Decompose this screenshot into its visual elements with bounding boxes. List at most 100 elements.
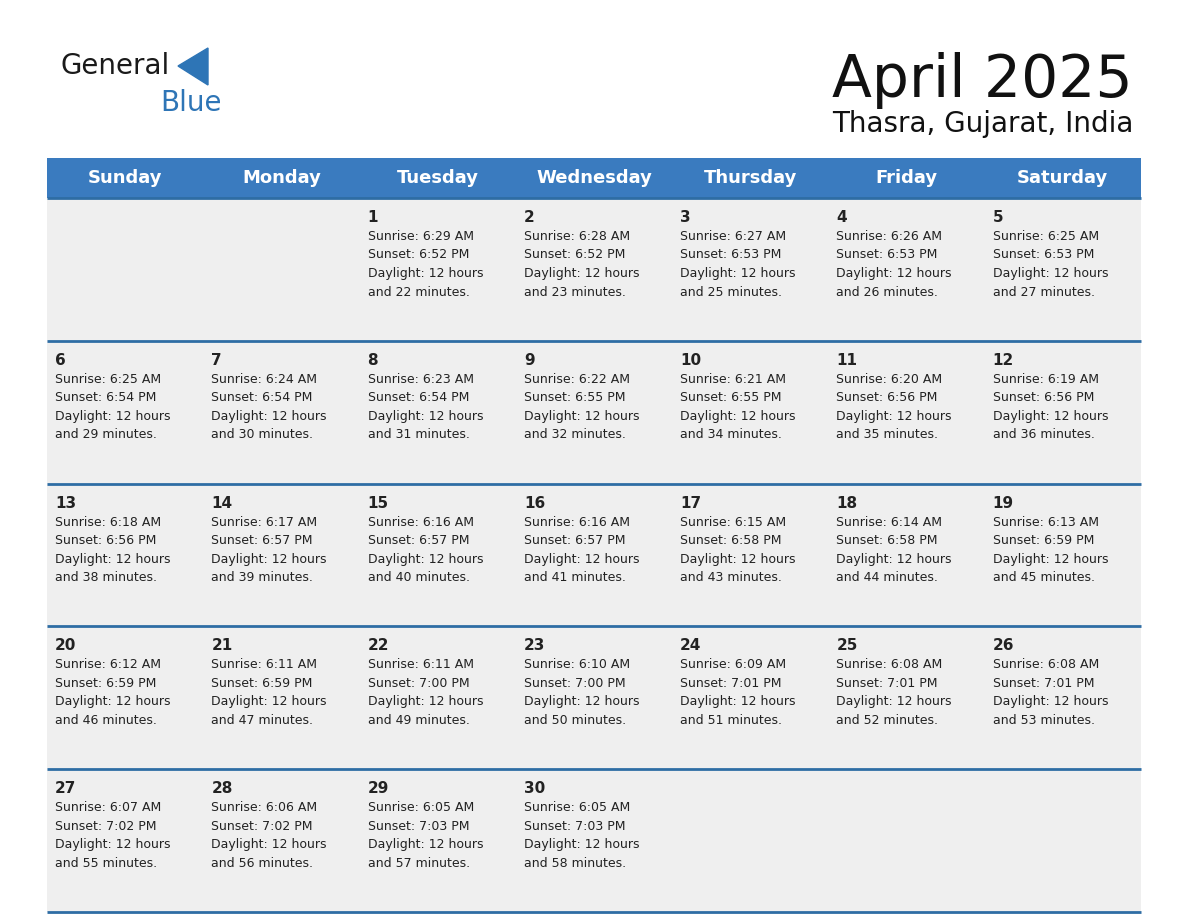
Text: Daylight: 12 hours: Daylight: 12 hours: [524, 409, 639, 423]
Bar: [828, 341, 985, 484]
Text: and 32 minutes.: and 32 minutes.: [524, 429, 626, 442]
Text: 19: 19: [993, 496, 1013, 510]
Text: Sunrise: 6:08 AM: Sunrise: 6:08 AM: [836, 658, 943, 671]
Bar: [516, 769, 672, 912]
Bar: [672, 341, 828, 484]
Text: Daylight: 12 hours: Daylight: 12 hours: [524, 696, 639, 709]
Text: 23: 23: [524, 638, 545, 654]
Text: and 36 minutes.: and 36 minutes.: [993, 429, 1094, 442]
Text: Sunset: 7:02 PM: Sunset: 7:02 PM: [211, 820, 312, 833]
Text: and 49 minutes.: and 49 minutes.: [367, 714, 469, 727]
Text: Sunrise: 6:23 AM: Sunrise: 6:23 AM: [367, 373, 474, 386]
Text: Sunrise: 6:15 AM: Sunrise: 6:15 AM: [681, 516, 786, 529]
Text: Daylight: 12 hours: Daylight: 12 hours: [681, 553, 796, 565]
Text: 7: 7: [211, 353, 222, 368]
Bar: [516, 158, 672, 198]
Text: Sunset: 6:56 PM: Sunset: 6:56 PM: [55, 534, 157, 547]
Text: Sunset: 6:57 PM: Sunset: 6:57 PM: [211, 534, 312, 547]
Bar: [203, 626, 360, 769]
Text: 11: 11: [836, 353, 858, 368]
Text: 8: 8: [367, 353, 378, 368]
Text: and 23 minutes.: and 23 minutes.: [524, 285, 626, 298]
Bar: [985, 626, 1140, 769]
Text: Sunrise: 6:16 AM: Sunrise: 6:16 AM: [367, 516, 474, 529]
Text: Daylight: 12 hours: Daylight: 12 hours: [211, 553, 327, 565]
Text: 18: 18: [836, 496, 858, 510]
Text: Sunset: 6:57 PM: Sunset: 6:57 PM: [524, 534, 625, 547]
Text: 17: 17: [681, 496, 701, 510]
Text: Sunrise: 6:11 AM: Sunrise: 6:11 AM: [367, 658, 474, 671]
Text: Daylight: 12 hours: Daylight: 12 hours: [367, 553, 484, 565]
Text: Friday: Friday: [876, 169, 937, 187]
Text: Sunrise: 6:28 AM: Sunrise: 6:28 AM: [524, 230, 630, 243]
Text: 27: 27: [55, 781, 76, 796]
Bar: [985, 158, 1140, 198]
Bar: [48, 626, 203, 769]
Text: 2: 2: [524, 210, 535, 225]
Text: 9: 9: [524, 353, 535, 368]
Bar: [360, 484, 516, 626]
Text: Sunset: 7:03 PM: Sunset: 7:03 PM: [524, 820, 625, 833]
Text: Sunrise: 6:20 AM: Sunrise: 6:20 AM: [836, 373, 942, 386]
Text: Daylight: 12 hours: Daylight: 12 hours: [367, 838, 484, 851]
Text: and 56 minutes.: and 56 minutes.: [211, 856, 314, 869]
Text: Sunset: 7:00 PM: Sunset: 7:00 PM: [524, 677, 626, 690]
Text: Sunrise: 6:25 AM: Sunrise: 6:25 AM: [55, 373, 162, 386]
Text: Daylight: 12 hours: Daylight: 12 hours: [993, 696, 1108, 709]
Text: and 47 minutes.: and 47 minutes.: [211, 714, 314, 727]
Text: Sunset: 6:58 PM: Sunset: 6:58 PM: [681, 534, 782, 547]
Text: Sunset: 6:52 PM: Sunset: 6:52 PM: [367, 249, 469, 262]
Bar: [516, 484, 672, 626]
Text: and 43 minutes.: and 43 minutes.: [681, 571, 782, 584]
Bar: [360, 626, 516, 769]
Text: Sunset: 6:54 PM: Sunset: 6:54 PM: [55, 391, 157, 404]
Text: Daylight: 12 hours: Daylight: 12 hours: [211, 838, 327, 851]
Text: Sunrise: 6:14 AM: Sunrise: 6:14 AM: [836, 516, 942, 529]
Text: Sunset: 7:00 PM: Sunset: 7:00 PM: [367, 677, 469, 690]
Bar: [203, 769, 360, 912]
Text: 16: 16: [524, 496, 545, 510]
Text: 22: 22: [367, 638, 390, 654]
Bar: [828, 158, 985, 198]
Text: Sunset: 6:58 PM: Sunset: 6:58 PM: [836, 534, 939, 547]
Bar: [828, 484, 985, 626]
Text: and 27 minutes.: and 27 minutes.: [993, 285, 1094, 298]
Text: Sunrise: 6:26 AM: Sunrise: 6:26 AM: [836, 230, 942, 243]
Text: Daylight: 12 hours: Daylight: 12 hours: [55, 553, 171, 565]
Bar: [985, 484, 1140, 626]
Bar: [985, 769, 1140, 912]
Text: Daylight: 12 hours: Daylight: 12 hours: [524, 838, 639, 851]
Text: and 39 minutes.: and 39 minutes.: [211, 571, 314, 584]
Bar: [828, 198, 985, 341]
Text: 12: 12: [993, 353, 1015, 368]
Bar: [203, 198, 360, 341]
Text: Tuesday: Tuesday: [397, 169, 479, 187]
Text: Sunrise: 6:18 AM: Sunrise: 6:18 AM: [55, 516, 162, 529]
Bar: [828, 626, 985, 769]
Bar: [360, 158, 516, 198]
Text: Sunset: 7:01 PM: Sunset: 7:01 PM: [681, 677, 782, 690]
Text: Monday: Monday: [242, 169, 321, 187]
Text: Daylight: 12 hours: Daylight: 12 hours: [55, 409, 171, 423]
Text: Sunset: 7:03 PM: Sunset: 7:03 PM: [367, 820, 469, 833]
Text: and 57 minutes.: and 57 minutes.: [367, 856, 469, 869]
Text: Sunset: 6:55 PM: Sunset: 6:55 PM: [681, 391, 782, 404]
Text: and 55 minutes.: and 55 minutes.: [55, 856, 157, 869]
Text: Daylight: 12 hours: Daylight: 12 hours: [993, 267, 1108, 280]
Bar: [672, 484, 828, 626]
Text: 20: 20: [55, 638, 76, 654]
Text: Daylight: 12 hours: Daylight: 12 hours: [367, 409, 484, 423]
Text: and 41 minutes.: and 41 minutes.: [524, 571, 626, 584]
Text: Sunset: 6:59 PM: Sunset: 6:59 PM: [211, 677, 312, 690]
Text: Daylight: 12 hours: Daylight: 12 hours: [993, 553, 1108, 565]
Text: 25: 25: [836, 638, 858, 654]
Bar: [203, 341, 360, 484]
Text: Sunset: 6:56 PM: Sunset: 6:56 PM: [993, 391, 1094, 404]
Text: and 30 minutes.: and 30 minutes.: [211, 429, 314, 442]
Bar: [48, 769, 203, 912]
Text: and 22 minutes.: and 22 minutes.: [367, 285, 469, 298]
Text: 3: 3: [681, 210, 690, 225]
Bar: [48, 158, 203, 198]
Bar: [985, 341, 1140, 484]
Text: Sunset: 7:01 PM: Sunset: 7:01 PM: [836, 677, 939, 690]
